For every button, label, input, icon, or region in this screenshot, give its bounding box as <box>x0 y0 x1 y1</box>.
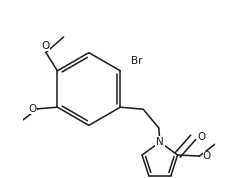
Text: O: O <box>28 104 37 114</box>
Text: O: O <box>197 132 205 142</box>
Text: Br: Br <box>131 56 143 66</box>
Text: O: O <box>203 151 211 161</box>
Text: O: O <box>42 41 50 51</box>
Text: N: N <box>156 137 164 147</box>
